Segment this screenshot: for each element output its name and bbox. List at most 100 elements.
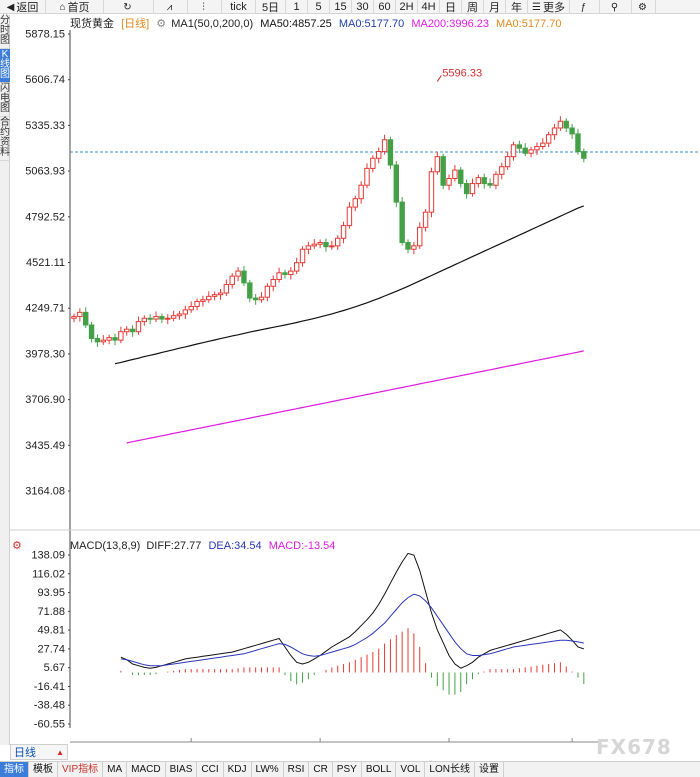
- candle-body: [563, 120, 569, 129]
- candle-body: [188, 305, 194, 311]
- settings-icon: ⚙: [638, 1, 647, 13]
- toolbar-item-label: 2H: [399, 1, 414, 13]
- candle-body: [446, 177, 452, 186]
- tab-4[interactable]: MACD: [127, 762, 166, 777]
- toolbar-item-21[interactable]: ⚙: [632, 0, 656, 14]
- candle-body: [135, 321, 142, 333]
- candle-body: [569, 127, 575, 135]
- indicator-tab-bar: 指标 模板 VIP指标 MA MACD BIAS CCI KDJ LW% RSI CR PSY BOLL…: [0, 761, 700, 777]
- period-dropdown[interactable]: 日线 ▲: [10, 744, 68, 760]
- candle-body: [282, 272, 288, 275]
- diff-path: [120, 552, 584, 669]
- toolbar-item-7[interactable]: 1: [286, 0, 308, 14]
- tab-13[interactable]: VOL: [396, 762, 426, 777]
- candle-body: [118, 331, 124, 341]
- function-icon: ƒ: [580, 1, 587, 13]
- candle-body: [469, 183, 476, 195]
- candle-body: [129, 328, 136, 333]
- tab-3[interactable]: MA: [103, 762, 128, 777]
- macd-axis-label: 138.09: [31, 550, 65, 562]
- macd-axis-label: -38.48: [34, 700, 65, 712]
- candle-body: [463, 183, 470, 195]
- toolbar-item-18[interactable]: ☰ 更多: [528, 0, 570, 14]
- toolbar-item-0[interactable]: ◀ 返回: [0, 0, 46, 14]
- ma-main-label[interactable]: MA1(50,0,200,0): [171, 18, 253, 30]
- max-annotation: 5596.33: [436, 67, 482, 82]
- price-axis-label: 3706.90: [25, 394, 65, 406]
- sidebar-item-0[interactable]: 分时图: [0, 15, 10, 49]
- toolbar-item-13[interactable]: 4H: [418, 0, 440, 14]
- tab-9[interactable]: RSI: [284, 762, 310, 777]
- toolbar-item-3[interactable]: ⩘: [154, 0, 188, 14]
- candle-body: [340, 225, 347, 239]
- toolbar-item-9[interactable]: 15: [330, 0, 352, 14]
- tab-15[interactable]: 设置: [475, 762, 504, 777]
- candle-body: [510, 144, 517, 158]
- tab-0[interactable]: 指标: [0, 762, 29, 777]
- candle-body: [323, 241, 329, 248]
- ma200-path: [126, 350, 584, 444]
- toolbar-item-17[interactable]: 年: [506, 0, 528, 14]
- toolbar-item-2[interactable]: ↻: [104, 0, 154, 14]
- sidebar-item-3[interactable]: 合约资料: [0, 117, 10, 161]
- tab-2[interactable]: VIP指标: [58, 762, 104, 777]
- sidebar-item-1[interactable]: K线图: [0, 49, 10, 83]
- toolbar-item-12[interactable]: 2H: [396, 0, 418, 14]
- tab-5[interactable]: BIAS: [166, 762, 198, 777]
- toolbar-item-label: tick: [230, 1, 247, 13]
- candle-body: [358, 184, 364, 200]
- macd-axis-label: 5.67: [44, 662, 65, 674]
- candle-body: [106, 337, 112, 341]
- candle-body: [557, 120, 564, 129]
- candle-body: [112, 337, 118, 341]
- toolbar-item-8[interactable]: 5: [308, 0, 330, 14]
- toolbar-item-10[interactable]: 30: [352, 0, 374, 14]
- candle-body: [487, 183, 493, 186]
- home-icon: ⌂: [59, 1, 66, 13]
- candle-body: [545, 134, 552, 144]
- candle-body: [124, 328, 130, 333]
- toolbar-item-14[interactable]: 日: [440, 0, 462, 14]
- ma-settings-icon[interactable]: ⚙: [156, 18, 166, 30]
- period-dropdown-label: 日线: [14, 747, 36, 759]
- toolbar-item-label: 5: [315, 1, 322, 13]
- tab-14[interactable]: LON长线: [425, 762, 475, 777]
- price-chart-canvas[interactable]: 5596.33 5878.15 5606.74 5335.33 5063.93 4792…: [0, 0, 700, 744]
- toolbar-item-5[interactable]: tick: [222, 0, 256, 14]
- toolbar-item-label: 15: [334, 1, 347, 13]
- candle-body: [270, 279, 276, 287]
- price-axis-label: 5063.93: [25, 166, 65, 178]
- toolbar-item-4[interactable]: ⫶: [188, 0, 222, 14]
- candle-body: [71, 316, 77, 319]
- tab-1[interactable]: 模板: [29, 762, 58, 777]
- candle-body: [405, 241, 411, 250]
- candle-body: [452, 169, 458, 179]
- search-icon: ⚲: [610, 1, 619, 13]
- tab-7[interactable]: KDJ: [224, 762, 252, 777]
- toolbar-item-16[interactable]: 月: [484, 0, 506, 14]
- toolbar-item-label: 首页: [67, 2, 90, 14]
- tab-6[interactable]: CCI: [197, 762, 224, 777]
- candle-body: [540, 142, 546, 148]
- toolbar-item-15[interactable]: 周: [462, 0, 484, 14]
- toolbar-item-label: 周: [467, 2, 478, 14]
- toolbar-item-11[interactable]: 60: [374, 0, 396, 14]
- price-axis-label: 4249.71: [25, 303, 65, 315]
- toolbar-item-19[interactable]: ƒ: [570, 0, 600, 14]
- tab-10[interactable]: CR: [309, 762, 333, 777]
- tab-11[interactable]: PSY: [333, 762, 362, 777]
- macd-axis-label: -60.55: [34, 719, 65, 731]
- candle-body: [528, 149, 534, 154]
- candle-body: [346, 206, 353, 227]
- tab-8[interactable]: LW%: [252, 762, 284, 777]
- sidebar-item-2[interactable]: 闪电图: [0, 83, 10, 117]
- price-axis-label: 5606.74: [25, 74, 65, 86]
- toolbar-item-20[interactable]: ⚲: [600, 0, 632, 14]
- macd-histogram: [120, 628, 585, 695]
- macd-settings-icon[interactable]: ⚙: [12, 540, 22, 552]
- toolbar-item-6[interactable]: 5日: [256, 0, 286, 14]
- candle-body: [376, 151, 382, 159]
- tab-12[interactable]: BOLL: [362, 762, 397, 777]
- toolbar-item-1[interactable]: ⌂ 首页: [46, 0, 104, 14]
- ma0b-value: MA0:5177.70: [496, 18, 561, 30]
